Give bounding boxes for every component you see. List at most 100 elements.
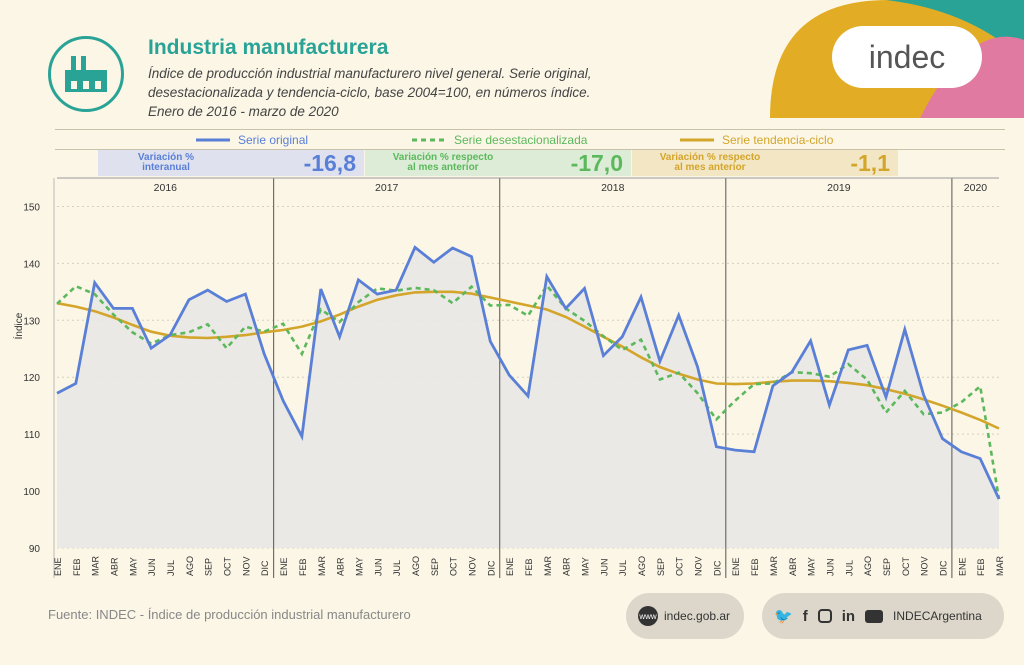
variation-tendencia-box: Variación % respecto al mes anterior -1,1 [632, 150, 898, 176]
x-tick-label: DIC [260, 560, 270, 576]
x-tick-label: FEB [750, 558, 760, 576]
x-tick-label: DIC [712, 560, 722, 576]
x-tick-label: NOV [694, 556, 704, 576]
y-tick-label: 130 [23, 316, 40, 327]
y-tick-label: 150 [23, 202, 40, 213]
x-tick-label: JUN [599, 559, 609, 577]
production-index-chart: 2016 2017 2018 2019 2020 90 100 110 120 130 140 15… [12, 177, 1005, 578]
website-text: indec.gob.ar [664, 609, 731, 623]
x-tick-label: JUL [844, 560, 854, 576]
y-tick-label: 140 [23, 259, 40, 270]
x-tick-label: JUL [618, 560, 628, 576]
x-tick-label: JUN [147, 559, 157, 577]
x-tick-label: OCT [449, 557, 459, 577]
series-original-line [56, 245, 1001, 500]
youtube-icon[interactable] [865, 609, 884, 623]
source-note: Fuente: INDEC - Índice de producción ind… [48, 607, 411, 622]
website-link[interactable]: www indec.gob.ar [626, 593, 744, 639]
brand-pill [832, 26, 982, 88]
variation-tendencia-label: Variación % respecto al mes anterior [659, 152, 761, 173]
y-tick-label: 100 [23, 487, 40, 498]
legend-original: Serie original [196, 133, 308, 147]
x-tick-label: MAY [354, 557, 364, 576]
x-tick-label: MAY [128, 557, 138, 576]
x-tick-label: NOV [467, 556, 477, 576]
year-label: 2020 [964, 182, 988, 194]
legend-top-rule [55, 129, 1005, 130]
x-tick-label: AGO [637, 556, 647, 576]
variation-interanual-value: -16,8 [303, 149, 356, 176]
legend-desest: Serie desestacionalizada [412, 133, 587, 147]
x-tick-label: AGO [411, 556, 421, 576]
x-tick-label: JUL [392, 560, 402, 576]
brand-corner: indec [770, 0, 1024, 118]
twitter-icon[interactable]: 🐦 [774, 608, 793, 625]
y-tick-label: 110 [24, 430, 40, 441]
factory-icon [65, 56, 107, 92]
year-labels: 2016 2017 2018 2019 2020 [154, 182, 988, 194]
legend-original-label: Serie original [238, 133, 309, 147]
x-tick-label: ENE [731, 557, 741, 576]
x-tick-label: MAY [807, 557, 817, 576]
subtitle-line: Índice de producción industrial manufact… [148, 66, 592, 81]
x-tick-label: ABR [110, 557, 120, 576]
www-icon: www [638, 606, 658, 626]
x-tick-label: OCT [223, 557, 233, 577]
social-handle: INDECArgentina [893, 609, 982, 623]
linkedin-icon[interactable]: in [841, 607, 856, 625]
x-axis-ticks: ENE FEB MAR ABR MAY JUN JUL AGO SEP OCT NOV DIC ENE F… [53, 556, 1005, 577]
x-tick-label: ABR [336, 557, 346, 576]
variation-desest-label: Variación % respecto al mes anterior [392, 152, 494, 173]
x-tick-label: NOV [241, 556, 251, 576]
x-tick-label: MAR [317, 556, 327, 577]
x-tick-label: SEP [656, 558, 666, 576]
subtitle-line: Enero de 2016 - marzo de 2020 [148, 104, 339, 119]
legend-tendencia: Serie tendencia-ciclo [680, 133, 833, 147]
y-axis-label: Índice [12, 312, 25, 339]
legend-mid-rule [55, 149, 1005, 150]
x-tick-label: SEP [430, 558, 440, 576]
x-tick-label: ENE [53, 557, 63, 576]
facebook-icon[interactable]: f [802, 607, 808, 625]
industry-logo [48, 36, 124, 112]
x-tick-label: AGO [185, 556, 195, 576]
x-tick-label: DIC [938, 560, 948, 576]
indec-logo-text: indec [869, 39, 946, 75]
year-label: 2017 [375, 182, 399, 194]
variation-desest-value: -17,0 [570, 149, 623, 176]
variation-interanual-label: Variación % interanual [137, 152, 195, 173]
y-tick-label: 90 [29, 544, 41, 555]
x-tick-label: AGO [863, 556, 873, 576]
x-tick-label: MAY [581, 557, 591, 576]
x-tick-label: JUL [166, 560, 176, 576]
x-tick-label: MAR [91, 556, 101, 577]
y-tick-label: 120 [23, 373, 40, 384]
year-label: 2018 [601, 182, 625, 194]
legend-tendencia-label: Serie tendencia-ciclo [722, 133, 834, 147]
x-tick-label: NOV [920, 556, 930, 576]
page-subtitle: Índice de producción industrial manufact… [148, 64, 708, 121]
x-tick-label: OCT [901, 557, 911, 577]
x-tick-label: ENE [957, 557, 967, 576]
x-tick-label: FEB [72, 558, 82, 576]
social-links: 🐦 f in INDECArgentina [762, 593, 1004, 639]
instagram-icon[interactable] [817, 609, 832, 623]
x-tick-label: OCT [675, 557, 685, 577]
x-tick-label: JUN [373, 559, 383, 577]
x-tick-label: FEB [976, 558, 986, 576]
x-tick-label: ENE [505, 557, 515, 576]
x-tick-label: ABR [562, 557, 572, 576]
x-tick-label: MAR [543, 556, 553, 577]
series-tendencia-line [56, 290, 1000, 430]
x-tick-label: SEP [204, 558, 214, 576]
x-tick-label: MAR [769, 556, 779, 577]
variation-interanual-box: Variación % interanual -16,8 [98, 150, 364, 176]
variation-desest-box: Variación % respecto al mes anterior -17,… [365, 150, 631, 176]
legend-desest-label: Serie desestacionalizada [454, 133, 588, 147]
subtitle-line: desestacionalizada y tendencia-ciclo, ba… [148, 85, 591, 100]
y-axis-ticks: 90 100 110 120 130 140 150 [23, 202, 40, 555]
year-label: 2019 [827, 182, 851, 194]
x-tick-label: DIC [486, 560, 496, 576]
year-label: 2016 [154, 182, 178, 194]
x-tick-label: ENE [279, 557, 289, 576]
